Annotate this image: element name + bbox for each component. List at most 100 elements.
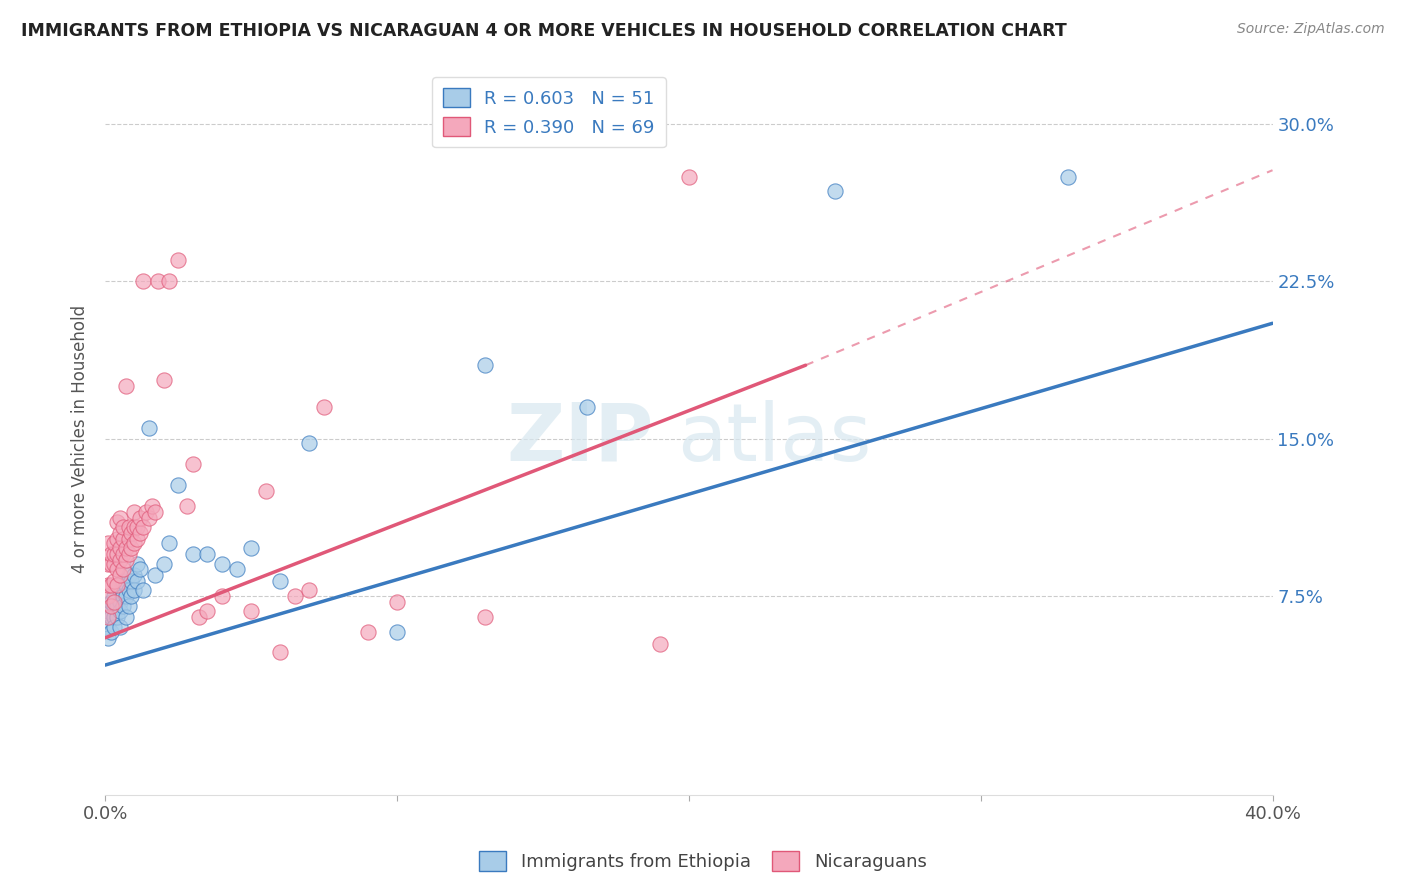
Point [108, 595, 131, 609]
Text: ZIP: ZIP [506, 400, 654, 477]
Point [100, 547, 122, 561]
Point [103, 547, 125, 561]
Point [157, 274, 180, 288]
Point [298, 435, 321, 450]
Point [157, 536, 180, 550]
Point [211, 558, 233, 572]
Point [132, 519, 155, 533]
Point [152, 558, 174, 572]
Point [127, 558, 149, 572]
Point [114, 610, 136, 624]
Point [138, 421, 160, 435]
Point [167, 477, 190, 491]
Point [108, 525, 131, 540]
Text: atlas: atlas [678, 400, 872, 477]
Point [111, 547, 134, 561]
Point [108, 582, 131, 597]
Point [181, 547, 204, 561]
Point [269, 574, 291, 589]
Text: IMMIGRANTS FROM ETHIOPIA VS NICARAGUAN 4 OR MORE VEHICLES IN HOUSEHOLD CORRELATI: IMMIGRANTS FROM ETHIOPIA VS NICARAGUAN 4… [21, 22, 1067, 40]
Point [117, 533, 139, 547]
Point [385, 595, 408, 609]
Point [97, 536, 120, 550]
Point [111, 574, 134, 589]
Point [824, 184, 846, 198]
Point [114, 553, 136, 567]
Point [108, 620, 131, 634]
Point [97, 578, 120, 592]
Point [114, 541, 136, 555]
Y-axis label: 4 or more Vehicles in Household: 4 or more Vehicles in Household [72, 304, 89, 573]
Point [176, 499, 198, 513]
Point [97, 631, 120, 645]
Point [114, 379, 136, 393]
Point [105, 610, 128, 624]
Point [100, 578, 122, 592]
Point [117, 582, 139, 597]
Point [129, 561, 152, 575]
Point [97, 620, 120, 634]
Point [167, 253, 190, 268]
Point [117, 599, 139, 614]
Point [105, 561, 128, 575]
Point [127, 574, 149, 589]
Point [152, 373, 174, 387]
Point [121, 541, 143, 555]
Point [124, 582, 146, 597]
Point [187, 610, 209, 624]
Point [100, 624, 122, 639]
Point [111, 599, 134, 614]
Point [121, 525, 143, 540]
Point [132, 582, 155, 597]
Point [105, 533, 128, 547]
Point [124, 505, 146, 519]
Point [111, 519, 134, 533]
Point [108, 568, 131, 582]
Point [108, 511, 131, 525]
Point [108, 553, 131, 567]
Point [357, 624, 380, 639]
Point [105, 578, 128, 592]
Point [124, 536, 146, 550]
Legend: R = 0.603   N = 51, R = 0.390   N = 69: R = 0.603 N = 51, R = 0.390 N = 69 [432, 77, 665, 147]
Point [105, 578, 128, 592]
Point [474, 610, 496, 624]
Point [129, 525, 152, 540]
Point [97, 610, 120, 624]
Point [132, 274, 155, 288]
Point [103, 610, 125, 624]
Point [284, 589, 307, 603]
Point [298, 582, 321, 597]
Point [225, 561, 247, 575]
Point [240, 603, 263, 617]
Point [254, 483, 277, 498]
Point [135, 505, 157, 519]
Point [108, 603, 131, 617]
Point [117, 547, 139, 561]
Point [314, 400, 336, 414]
Point [100, 558, 122, 572]
Point [385, 624, 408, 639]
Point [103, 589, 125, 603]
Point [129, 511, 152, 525]
Point [103, 599, 125, 614]
Point [1057, 169, 1080, 184]
Point [474, 358, 496, 372]
Point [97, 589, 120, 603]
Point [97, 603, 120, 617]
Point [117, 568, 139, 582]
Point [105, 599, 128, 614]
Point [117, 519, 139, 533]
Text: Source: ZipAtlas.com: Source: ZipAtlas.com [1237, 22, 1385, 37]
Point [111, 589, 134, 603]
Point [143, 568, 166, 582]
Point [143, 505, 166, 519]
Point [97, 558, 120, 572]
Point [195, 547, 218, 561]
Point [100, 599, 122, 614]
Point [141, 499, 163, 513]
Point [100, 595, 122, 609]
Point [121, 574, 143, 589]
Point [100, 610, 122, 624]
Point [114, 589, 136, 603]
